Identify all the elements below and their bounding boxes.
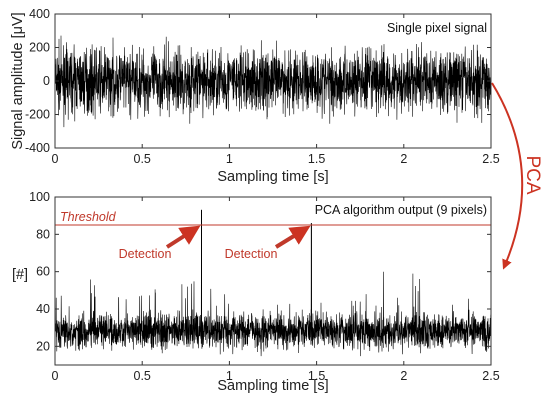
threshold-label: Threshold (60, 210, 117, 224)
detection-label-1: Detection (119, 247, 172, 261)
top-ticks: 0 0.5 1 1.5 2 2.5 -400 -200 0 200 400 (25, 7, 500, 166)
bottom-signal-line (55, 209, 491, 357)
top-x-tick-label: 2 (400, 152, 407, 166)
bottom-x-tick-label: 0 (52, 369, 59, 383)
bottom-inset-label: PCA algorithm output (9 pixels) (315, 203, 487, 217)
top-inset-label: Single pixel signal (387, 21, 487, 35)
pca-label: PCA (522, 155, 543, 194)
top-x-axis-label: Sampling time [s] (217, 169, 328, 185)
detection-arrow-1 (165, 225, 201, 249)
bottom-x-tick-label: 0.5 (134, 369, 151, 383)
bottom-x-axis-label: Sampling time [s] (217, 378, 328, 394)
top-y-tick-label: 200 (29, 41, 50, 55)
bottom-plot: Threshold 0 0.5 1 1.5 2 2.5 20 40 60 80 100 PCA al… (12, 190, 500, 394)
top-signal-line (55, 35, 491, 128)
bottom-y-tick-label: 100 (29, 190, 50, 204)
bottom-y-tick-label: 60 (36, 265, 50, 279)
bottom-x-tick-label: 2.5 (482, 369, 499, 383)
bottom-axes-frame (54, 196, 492, 366)
detection-label-2: Detection (225, 247, 278, 261)
bottom-x-tick-label: 1 (226, 369, 233, 383)
top-plot: 0 0.5 1 1.5 2 2.5 -400 -200 0 200 400 Single pixel… (10, 7, 500, 185)
bottom-y-tick-label: 80 (36, 227, 50, 241)
top-x-tick-label: 0 (52, 152, 59, 166)
top-y-axis-label: Signal amplitude [μV] (10, 12, 26, 149)
top-y-tick-label: -400 (25, 141, 50, 155)
top-y-tick-label: 0 (43, 74, 50, 88)
top-y-tick-label: -200 (25, 108, 50, 122)
top-y-tick-label: 400 (29, 7, 50, 21)
bottom-signal-trace (55, 209, 491, 357)
top-x-tick-label: 1.5 (308, 152, 325, 166)
top-signal-trace (55, 35, 491, 128)
bottom-x-tick-label: 2 (400, 369, 407, 383)
bottom-y-tick-label: 20 (36, 339, 50, 353)
top-x-tick-label: 2.5 (482, 152, 499, 166)
pca-arrow (491, 82, 524, 270)
detection-arrow-2 (274, 225, 311, 249)
top-x-tick-label: 0.5 (134, 152, 151, 166)
pca-annotation: PCA (491, 82, 543, 270)
bottom-y-tick-label: 40 (36, 302, 50, 316)
bottom-ticks: 0 0.5 1 1.5 2 2.5 20 40 60 80 100 (29, 190, 500, 383)
bottom-x-tick-label: 1.5 (308, 369, 325, 383)
top-x-tick-label: 1 (226, 152, 233, 166)
bottom-y-axis-label: [#] (12, 267, 28, 283)
